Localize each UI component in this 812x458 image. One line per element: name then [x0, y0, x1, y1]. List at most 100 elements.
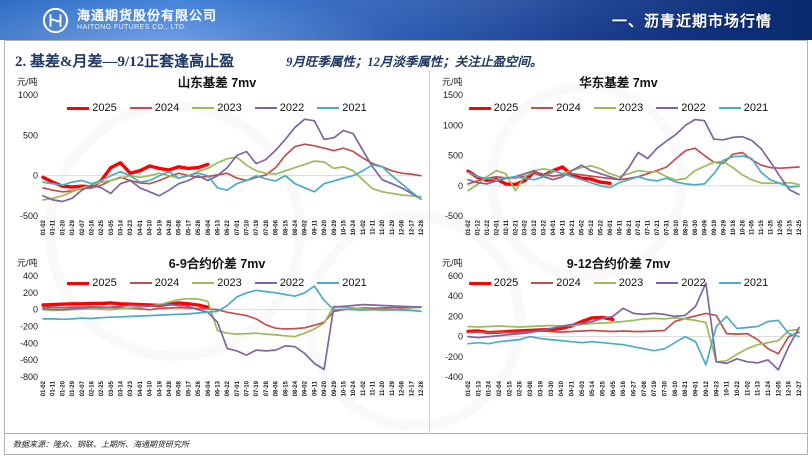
- legend-label: 2023: [618, 277, 644, 289]
- x-tick-label: 07-01: [636, 219, 642, 235]
- x-tick-label: 11-13: [756, 380, 762, 396]
- content-frame: 2. 基差&月差—9/12正套逢高止盈 9月旺季属性；12月淡季属性；关注止盈空…: [4, 40, 808, 455]
- legend-label: 2025: [92, 102, 117, 114]
- legend-label: 2021: [342, 277, 367, 289]
- chart-legend: 2025 2024 2023 2022 2021: [5, 102, 429, 114]
- legend-label: 2022: [279, 277, 305, 289]
- series-line-2021: [467, 155, 800, 189]
- x-tick-label: 02-11: [504, 219, 510, 235]
- legend-item-2021: 2021: [718, 102, 768, 114]
- legend-item-2023: 2023: [192, 102, 242, 114]
- x-tick-label: 03-22: [542, 219, 548, 235]
- x-tick-label: 01-02: [466, 380, 472, 396]
- y-tick-label: -400: [445, 372, 463, 382]
- x-tick-label: 07-19: [652, 380, 658, 396]
- legend-label: 2023: [217, 277, 242, 289]
- legend-item-2025: 2025: [468, 102, 518, 114]
- x-tick-label: 01-29: [70, 219, 76, 235]
- y-tick-label: -200: [445, 352, 463, 362]
- x-tick-label: 07-08: [642, 380, 648, 396]
- x-tick-label: 04-21: [570, 219, 576, 235]
- x-tick-label: 12-16: [787, 380, 793, 396]
- x-tick-label: 08-15: [283, 219, 289, 235]
- y-tick-label: 0: [33, 305, 38, 315]
- x-tick-label: 03-14: [119, 380, 125, 396]
- title-row: 2. 基差&月差—9/12正套逢高止盈 9月旺季属性；12月淡季属性；关注止盈空…: [5, 41, 807, 71]
- x-tick-label: 05-14: [590, 380, 596, 396]
- legend-label: 2021: [743, 277, 769, 289]
- legend-item-2024: 2024: [129, 277, 179, 289]
- x-tick-label: 11-29: [390, 380, 396, 396]
- y-tick-label: 0: [458, 181, 463, 191]
- x-tick-label: 06-01: [608, 219, 614, 235]
- x-tick-label: 11-24: [766, 380, 772, 396]
- x-tick-label: 06-13: [215, 380, 221, 396]
- x-tick-label: 01-02: [41, 380, 47, 396]
- company-name-cn: 海通期货股份有限公司: [77, 8, 218, 23]
- x-tick-label: 12-05: [778, 219, 784, 235]
- y-tick-label: 1000: [443, 120, 463, 130]
- x-tick-label: 12-17: [409, 380, 415, 396]
- x-tick-label: 01-24: [487, 380, 493, 396]
- legend-swatch-2024: [531, 282, 554, 284]
- y-tick-label: 200: [448, 311, 463, 321]
- x-tick-label: 04-10: [559, 380, 565, 396]
- x-tick-label: 11-11: [371, 380, 377, 395]
- legend-swatch-2022: [656, 282, 679, 284]
- x-tick-label: 06-04: [206, 219, 212, 235]
- x-tick-label: 09-23: [714, 380, 720, 396]
- x-tick-label: 12-08: [400, 219, 406, 235]
- chart-body: 2025 2024 2023 2022 2021 1000 500 0 -500 01-02 01-…: [5, 89, 429, 252]
- company-logo-group: 海通期货股份有限公司 HAITONG FUTURES CO., LTD.: [42, 7, 217, 34]
- x-tick-label: 08-24: [293, 219, 299, 235]
- x-tick-label: 07-19: [254, 380, 260, 396]
- x-tick-label: 11-20: [380, 380, 386, 396]
- x-tick-label: 05-17: [186, 380, 192, 396]
- top-banner: 海通期货股份有限公司 HAITONG FUTURES CO., LTD. 一、沥…: [0, 0, 812, 40]
- legend-label: 2023: [217, 102, 242, 114]
- x-tick-label: 11-02: [361, 219, 367, 235]
- x-tick-label: 01-20: [60, 219, 66, 235]
- y-tick-label: -500: [20, 211, 38, 221]
- x-tick-label: 12-26: [419, 380, 425, 396]
- legend-item-2021: 2021: [317, 277, 367, 289]
- x-tick-label: 09-20: [322, 219, 328, 235]
- footer: 数据来源：隆众、钢联、上期所、海通期货研究所: [5, 433, 807, 454]
- chart-body: 2025 2024 2023 2022 2021 600 400 200 0 -200 -400 01…: [430, 270, 807, 433]
- legend-label: 2023: [618, 102, 644, 114]
- x-axis: 01-02 01-13 01-24 02-04 02-15 02-26 03-08 03-19…: [466, 380, 803, 396]
- x-tick-label: 09-11: [312, 380, 318, 396]
- legend-label: 2025: [493, 277, 519, 289]
- legend-item-2023: 2023: [593, 102, 644, 114]
- x-tick-label: 01-11: [51, 219, 57, 235]
- x-tick-label: 09-02: [303, 380, 309, 396]
- x-tick-label: 06-13: [215, 219, 221, 235]
- x-tick-label: 11-29: [390, 219, 396, 235]
- x-tick-label: 02-16: [89, 219, 95, 235]
- y-tick-label: 400: [23, 271, 38, 281]
- chart-legend: 2025 2024 2023 2022 2021: [5, 277, 429, 289]
- x-axis: 01-02 01-11 01-20 01-29 02-07 02-16 02-25 03-05…: [41, 219, 425, 235]
- x-tick-label: 05-02: [579, 219, 585, 235]
- chart-head: 元/吨 山东基差 7mv: [5, 71, 429, 90]
- x-tick-label: 09-02: [303, 219, 309, 235]
- x-tick-label: 10-24: [351, 380, 357, 396]
- x-tick-label: 04-28: [167, 380, 173, 396]
- legend-label: 2021: [342, 102, 367, 114]
- legend-swatch-2024: [129, 282, 152, 284]
- legend-item-2022: 2022: [656, 277, 706, 289]
- x-tick-label: 07-10: [245, 219, 251, 235]
- x-tick-label: 12-08: [400, 380, 406, 396]
- x-tick-label: 10-15: [341, 380, 347, 396]
- series-line-2023: [467, 317, 800, 363]
- x-tick-label: 09-12: [704, 380, 710, 396]
- x-tick-label: 06-05: [611, 380, 617, 396]
- x-tick-label: 04-21: [569, 380, 575, 396]
- series-line-2022: [42, 303, 422, 371]
- x-tick-label: 07-28: [264, 219, 270, 235]
- x-tick-label: 01-20: [60, 380, 66, 396]
- legend-item-2021: 2021: [718, 277, 769, 289]
- x-tick-label: 07-30: [663, 380, 669, 396]
- legend-swatch-2023: [593, 107, 616, 109]
